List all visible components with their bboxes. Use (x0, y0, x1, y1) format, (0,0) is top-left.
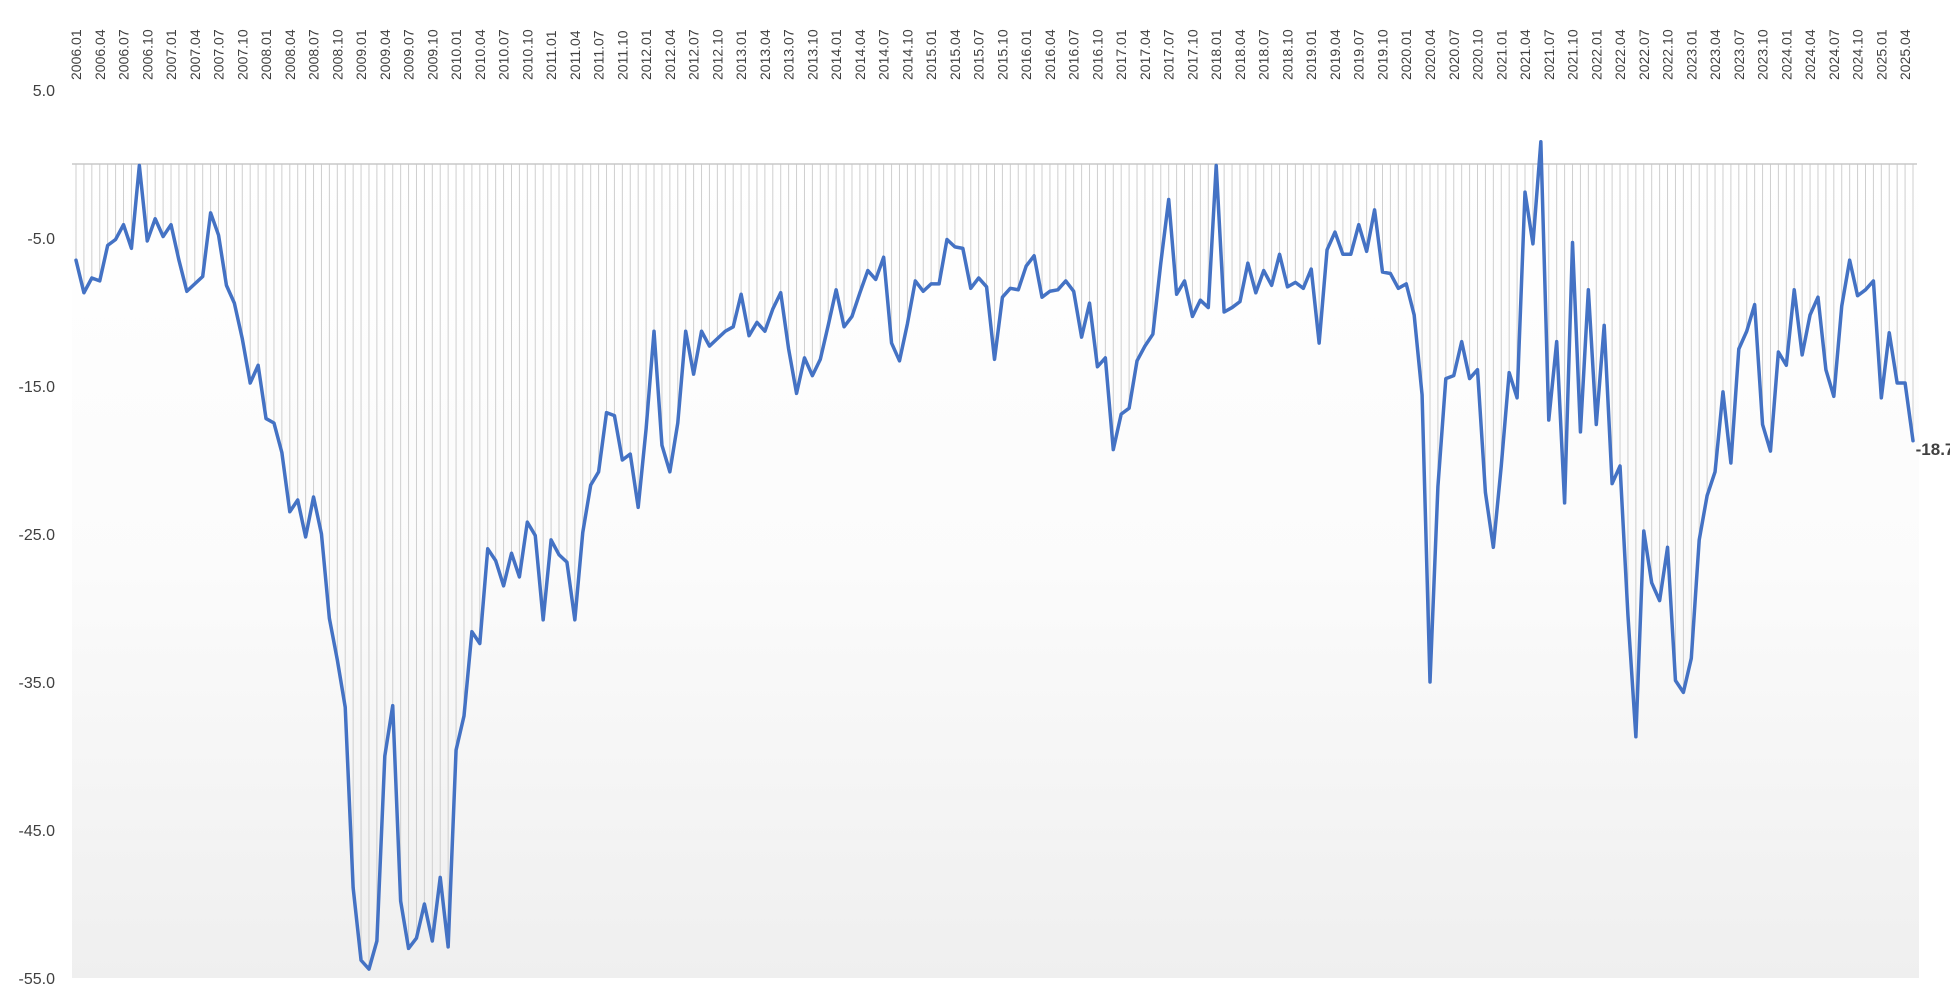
x-tick-label: 2013.01 (733, 29, 749, 80)
x-tick-label: 2020.04 (1422, 29, 1438, 80)
x-tick-label: 2018.01 (1208, 29, 1224, 80)
x-tick-label: 2019.04 (1327, 29, 1343, 80)
x-tick-label: 2016.01 (1018, 29, 1034, 80)
x-tick-label: 2022.04 (1612, 29, 1628, 80)
drop-lines (75, 141, 1914, 970)
x-tick-label: 2007.10 (234, 29, 250, 80)
x-tick-label: 2009.01 (353, 29, 369, 80)
x-tick-label: 2022.07 (1636, 29, 1652, 80)
x-tick-label: 2006.10 (139, 29, 155, 80)
y-tick-label: -55.0 (19, 971, 56, 988)
x-tick-label: 2021.07 (1541, 29, 1557, 80)
y-axis-ticks: 5.0 -5.0 -15.0 -25.0 -35.0 -45.0 -55.0 (19, 83, 56, 988)
x-tick-label: 2006.01 (68, 29, 84, 80)
x-tick-label: 2011.01 (543, 30, 559, 80)
x-tick-label: 2020.01 (1398, 29, 1414, 80)
x-tick-label: 2022.01 (1588, 29, 1604, 80)
x-tick-label: 2023.10 (1755, 29, 1771, 80)
y-tick-label: -45.0 (19, 823, 56, 840)
x-tick-label: 2012.07 (686, 29, 702, 80)
y-tick-label: -35.0 (19, 675, 56, 692)
x-tick-label: 2021.10 (1565, 29, 1581, 80)
x-tick-label: 2021.01 (1493, 29, 1509, 80)
x-tick-label: 2010.04 (472, 29, 488, 80)
x-tick-label: 2008.07 (306, 29, 322, 80)
x-tick-label: 2008.04 (282, 29, 298, 80)
x-tick-label: 2019.01 (1303, 29, 1319, 80)
x-tick-label: 2017.01 (1113, 29, 1129, 80)
x-tick-label: 2013.04 (757, 29, 773, 80)
x-tick-label: 2010.10 (519, 29, 535, 80)
x-tick-label: 2015.07 (971, 29, 987, 80)
x-tick-label: 2014.10 (899, 29, 915, 80)
x-tick-label: 2019.10 (1374, 29, 1390, 80)
x-tick-label: 2016.07 (1066, 29, 1082, 80)
x-tick-label: 2012.01 (638, 29, 654, 80)
x-tick-label: 2024.04 (1802, 29, 1818, 80)
y-tick-label: -5.0 (27, 231, 55, 248)
x-tick-label: 2015.04 (947, 29, 963, 80)
last-value-label: -18.7 (1916, 440, 1950, 459)
y-tick-label: 5.0 (33, 83, 55, 100)
series-line (74, 140, 1915, 971)
x-tick-label: 2016.04 (1042, 29, 1058, 80)
x-tick-label: 2006.07 (116, 29, 132, 80)
x-tick-label: 2009.10 (424, 29, 440, 80)
x-tick-label: 2019.07 (1351, 29, 1367, 80)
x-tick-label: 2007.07 (211, 29, 227, 80)
x-tick-label: 2017.07 (1161, 29, 1177, 80)
x-tick-label: 2021.04 (1517, 29, 1533, 80)
x-tick-label: 2022.10 (1660, 29, 1676, 80)
x-tick-label: 2023.07 (1731, 29, 1747, 80)
x-tick-label: 2024.01 (1778, 29, 1794, 80)
x-tick-label: 2025.01 (1873, 29, 1889, 80)
x-tick-label: 2009.07 (401, 29, 417, 80)
x-tick-label: 2009.04 (377, 29, 393, 80)
y-tick-label: -25.0 (19, 527, 56, 544)
x-tick-label: 2017.10 (1184, 29, 1200, 80)
x-tick-label: 2011.10 (614, 30, 630, 80)
x-tick-label: 2023.01 (1683, 29, 1699, 80)
y-tick-label: -15.0 (19, 379, 56, 396)
x-tick-label: 2011.07 (591, 30, 607, 80)
x-tick-label: 2017.04 (1137, 29, 1153, 80)
x-tick-label: 2008.01 (258, 29, 274, 80)
x-tick-label: 2007.04 (187, 29, 203, 80)
x-tick-label: 2025.04 (1897, 29, 1913, 80)
x-tick-label: 2013.07 (781, 29, 797, 80)
x-tick-label: 2010.07 (496, 29, 512, 80)
x-tick-label: 2006.04 (92, 29, 108, 80)
x-tick-label: 2007.01 (163, 29, 179, 80)
x-tick-label: 2008.10 (329, 29, 345, 80)
x-tick-label: 2024.10 (1850, 29, 1866, 80)
x-tick-label: 2010.01 (448, 29, 464, 80)
x-tick-label: 2018.10 (1279, 29, 1295, 80)
x-tick-label: 2018.07 (1256, 29, 1272, 80)
x-tick-label: 2013.10 (804, 29, 820, 80)
x-tick-label: 2011.04 (567, 30, 583, 80)
x-tick-label: 2012.10 (709, 29, 725, 80)
x-tick-label: 2012.04 (662, 29, 678, 80)
x-tick-label: 2014.07 (876, 29, 892, 80)
x-axis-ticks: 2006.01 2006.04 2006.07 2006.10 2007.01 2007.… (68, 29, 1913, 80)
x-tick-label: 2014.04 (852, 29, 868, 80)
x-tick-label: 2024.07 (1826, 29, 1842, 80)
x-tick-label: 2018.04 (1232, 29, 1248, 80)
x-tick-label: 2016.10 (1089, 29, 1105, 80)
x-tick-label: 2020.07 (1446, 29, 1462, 80)
x-tick-label: 2023.04 (1707, 29, 1723, 80)
x-tick-label: 2014.01 (828, 29, 844, 80)
x-tick-label: 2015.01 (923, 29, 939, 80)
x-tick-label: 2015.10 (994, 29, 1010, 80)
x-tick-label: 2020.10 (1470, 29, 1486, 80)
